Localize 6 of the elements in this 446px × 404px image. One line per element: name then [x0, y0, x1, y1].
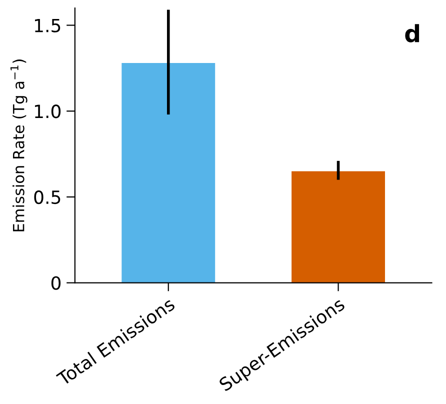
- y-tick-label: 1.0: [35, 104, 61, 118]
- y-tick-label: 1.5: [35, 18, 60, 32]
- annotation: d: [405, 24, 420, 42]
- y-axis-title: Emission Rate (Tg a$^{−1}$): [10, 60, 28, 232]
- y-tick-label: 0: [51, 276, 61, 290]
- y-tick-label: 0.5: [34, 190, 60, 204]
